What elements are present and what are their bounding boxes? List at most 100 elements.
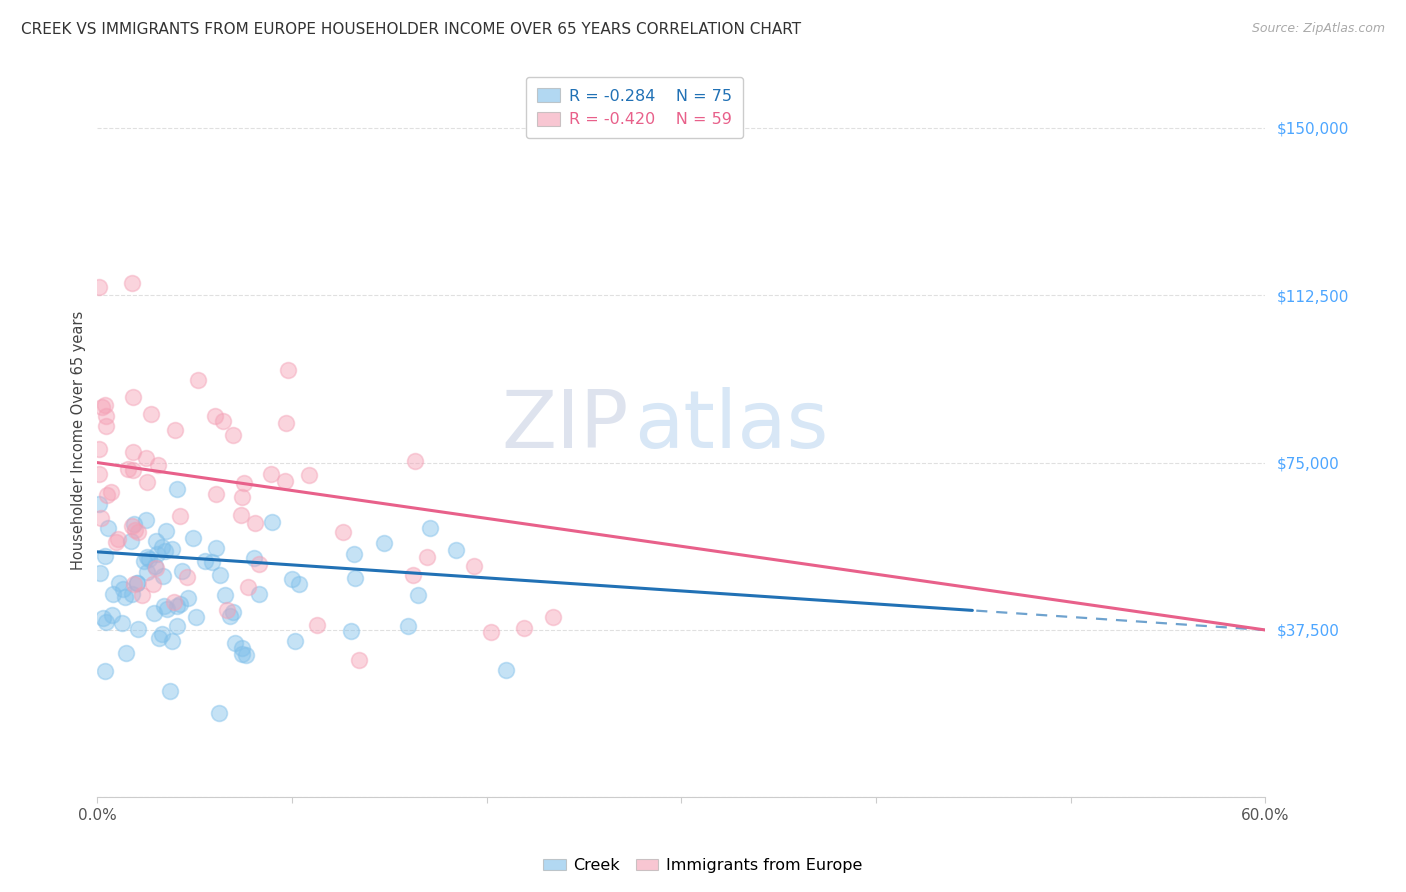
Point	[143, 558, 166, 573]
Point	[142, 577, 165, 591]
Point	[343, 571, 366, 585]
Point	[204, 409, 226, 424]
Point	[236, 580, 259, 594]
Point	[122, 445, 145, 459]
Point	[208, 706, 231, 720]
Point	[153, 544, 176, 558]
Point	[217, 603, 239, 617]
Point	[408, 588, 430, 602]
Point	[231, 490, 253, 504]
Point	[121, 519, 143, 533]
Point	[307, 618, 329, 632]
Point	[231, 508, 253, 522]
Point	[89, 566, 111, 581]
Point	[148, 631, 170, 645]
Point	[416, 549, 439, 564]
Point	[94, 615, 117, 629]
Point	[177, 591, 200, 605]
Point	[124, 523, 146, 537]
Point	[159, 684, 181, 698]
Point	[396, 618, 419, 632]
Point	[214, 588, 236, 602]
Point	[97, 521, 120, 535]
Point	[340, 624, 363, 638]
Point	[222, 606, 245, 620]
Point	[298, 467, 321, 482]
Point	[221, 428, 243, 442]
Point	[121, 276, 143, 290]
Point	[100, 484, 122, 499]
Text: Source: ZipAtlas.com: Source: ZipAtlas.com	[1251, 22, 1385, 36]
Point	[135, 450, 157, 465]
Point	[90, 400, 112, 414]
Text: atlas: atlas	[634, 387, 830, 465]
Point	[135, 513, 157, 527]
Point	[249, 587, 271, 601]
Point	[91, 611, 114, 625]
Point	[184, 610, 207, 624]
Point	[89, 467, 111, 481]
Point	[160, 542, 183, 557]
Point	[276, 416, 298, 430]
Point	[135, 549, 157, 564]
Point	[479, 625, 502, 640]
Point	[150, 541, 173, 555]
Point	[235, 648, 257, 663]
Point	[187, 373, 209, 387]
Point	[122, 463, 145, 477]
Point	[260, 467, 283, 481]
Point	[138, 551, 160, 566]
Point	[127, 524, 149, 539]
Point	[233, 476, 256, 491]
Point	[205, 487, 228, 501]
Point	[117, 462, 139, 476]
Point	[224, 635, 246, 649]
Point	[155, 524, 177, 538]
Point	[153, 599, 176, 614]
Point	[463, 559, 485, 574]
Point	[283, 634, 305, 648]
Point	[89, 497, 111, 511]
Point	[402, 567, 425, 582]
Text: CREEK VS IMMIGRANTS FROM EUROPE HOUSEHOLDER INCOME OVER 65 YEARS CORRELATION CHA: CREEK VS IMMIGRANTS FROM EUROPE HOUSEHOL…	[21, 22, 801, 37]
Point	[166, 482, 188, 496]
Point	[201, 555, 224, 569]
Point	[107, 533, 129, 547]
Point	[141, 407, 163, 421]
Point	[101, 607, 124, 622]
Point	[114, 591, 136, 605]
Point	[419, 521, 441, 535]
Point	[277, 363, 299, 377]
Point	[444, 542, 467, 557]
Point	[145, 533, 167, 548]
Point	[94, 399, 117, 413]
Point	[281, 572, 304, 586]
Point	[112, 582, 135, 596]
Point	[152, 568, 174, 582]
Point	[125, 576, 148, 591]
Point	[90, 511, 112, 525]
Point	[332, 524, 354, 539]
Point	[107, 576, 129, 591]
Point	[495, 663, 517, 677]
Point	[166, 618, 188, 632]
Point	[343, 547, 366, 561]
Point	[166, 599, 188, 613]
Point	[143, 606, 166, 620]
Point	[209, 567, 232, 582]
Point	[163, 595, 186, 609]
Point	[288, 577, 311, 591]
Point	[243, 551, 266, 566]
Point	[176, 570, 198, 584]
Point	[122, 577, 145, 591]
Point	[121, 587, 143, 601]
Point	[150, 627, 173, 641]
Point	[93, 549, 115, 564]
Point	[349, 653, 371, 667]
Point	[169, 597, 191, 611]
Point	[89, 442, 111, 456]
Point	[204, 541, 226, 555]
Point	[260, 515, 283, 529]
Point	[163, 423, 186, 437]
Point	[132, 554, 155, 568]
